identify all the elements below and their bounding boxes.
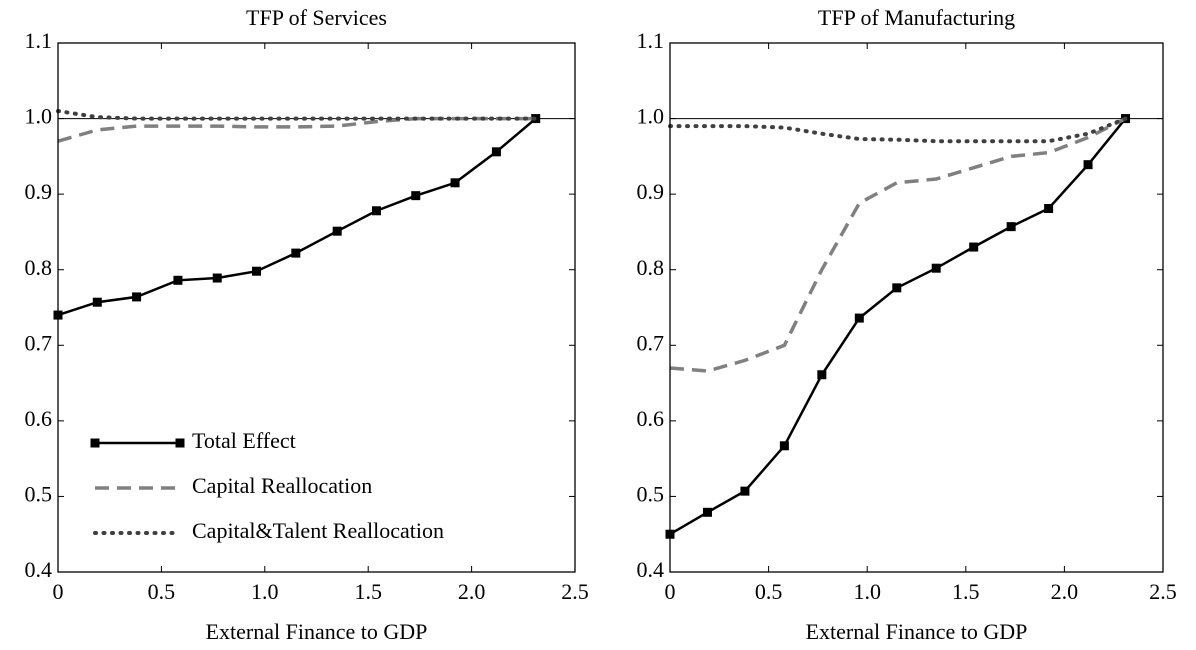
marker <box>132 292 142 302</box>
x-axis-title: External Finance to GDP <box>806 619 1028 644</box>
y-tick-label: 1.1 <box>637 28 665 53</box>
x-tick-label: 2.5 <box>1149 579 1177 604</box>
x-tick-label: 1.5 <box>354 579 382 604</box>
y-tick-label: 0.9 <box>637 179 665 204</box>
marker <box>450 178 460 188</box>
marker <box>332 226 342 236</box>
x-tick-label: 2.5 <box>561 579 589 604</box>
y-tick-label: 0.4 <box>25 557 53 582</box>
series-line <box>669 117 1127 373</box>
x-tick-label: 2.0 <box>1051 579 1079 604</box>
marker <box>173 275 183 285</box>
y-tick-label: 1.1 <box>25 28 53 53</box>
marker <box>291 248 301 258</box>
subplot-title: TFP of Manufacturing <box>818 5 1015 30</box>
legend-label: Total Effect <box>192 428 296 453</box>
marker <box>411 191 421 201</box>
plot-frame <box>57 42 576 573</box>
plot-frame <box>669 42 1164 573</box>
marker <box>892 283 902 293</box>
marker <box>702 507 712 517</box>
marker <box>212 273 222 283</box>
y-tick-label: 0.4 <box>637 557 665 582</box>
marker <box>1006 222 1016 232</box>
y-tick-label: 0.5 <box>637 481 665 506</box>
x-tick-label: 0 <box>665 579 676 604</box>
marker <box>371 206 381 216</box>
y-tick-label: 1.0 <box>637 104 665 129</box>
legend-label: Capital Reallocation <box>192 473 372 498</box>
legend-marker <box>90 438 100 448</box>
y-tick-label: 0.7 <box>637 330 665 355</box>
y-tick-label: 0.8 <box>25 255 53 280</box>
x-tick-label: 0.5 <box>148 579 176 604</box>
x-tick-label: 1.5 <box>952 579 980 604</box>
y-tick-label: 0.6 <box>637 406 665 431</box>
marker <box>1083 160 1093 170</box>
marker <box>740 486 750 496</box>
x-tick-label: 0.5 <box>755 579 783 604</box>
marker <box>854 313 864 323</box>
marker <box>1044 204 1054 214</box>
series-line <box>57 116 536 143</box>
marker <box>931 263 941 273</box>
legend-marker <box>175 438 185 448</box>
series-line <box>668 116 1128 144</box>
x-tick-label: 1.0 <box>853 579 881 604</box>
x-tick-label: 2.0 <box>458 579 486 604</box>
x-axis-title: External Finance to GDP <box>206 619 428 644</box>
y-tick-label: 0.5 <box>25 481 53 506</box>
y-tick-label: 0.6 <box>25 406 53 431</box>
subplot-title: TFP of Services <box>246 5 387 30</box>
marker <box>252 266 262 276</box>
y-tick-label: 1.0 <box>25 104 53 129</box>
marker <box>817 370 827 380</box>
x-tick-label: 0 <box>53 579 64 604</box>
marker <box>969 242 979 252</box>
subplot: TFP of Services External Finance to GDP 0.… <box>25 5 589 644</box>
y-tick-label: 0.7 <box>25 330 53 355</box>
x-tick-label: 1.0 <box>251 579 279 604</box>
y-tick-label: 0.8 <box>637 255 665 280</box>
series-line <box>669 117 1127 536</box>
marker <box>92 297 102 307</box>
legend-label: Capital&Talent Reallocation <box>192 518 444 543</box>
marker <box>491 147 501 157</box>
series-line <box>56 109 538 121</box>
subplot: TFP of Manufacturing External Finance to … <box>637 5 1177 644</box>
series-line <box>57 117 537 317</box>
marker <box>779 441 789 451</box>
y-tick-label: 0.9 <box>25 179 53 204</box>
